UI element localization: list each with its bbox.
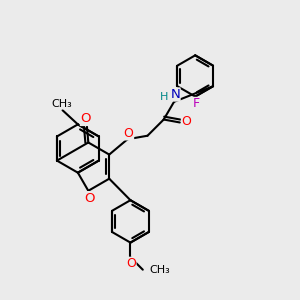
Text: CH₃: CH₃: [150, 265, 171, 275]
Text: O: O: [126, 257, 136, 270]
Text: N: N: [170, 88, 180, 101]
Text: F: F: [193, 98, 200, 110]
Text: O: O: [84, 192, 94, 205]
Text: CH₃: CH₃: [52, 99, 72, 109]
Text: H: H: [160, 92, 168, 102]
Text: O: O: [124, 127, 134, 140]
Text: O: O: [182, 116, 191, 128]
Text: O: O: [80, 112, 91, 125]
